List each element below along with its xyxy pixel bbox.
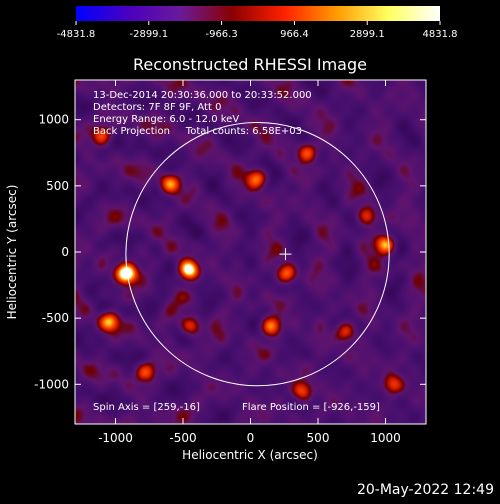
- x-axis-label: Heliocentric X (arcsec): [182, 448, 318, 462]
- y-axis-label: Heliocentric Y (arcsec): [5, 185, 19, 320]
- x-tick-label: 1000: [370, 431, 401, 445]
- colorbar: [76, 6, 440, 21]
- colorbar-ticks: -4831.8 -2899.1 -966.3 966.4 2899.1 4831.8: [57, 21, 458, 40]
- spin-axis-marker: [279, 248, 292, 261]
- x-axis-ticks: -1000 -500 0 500 1000: [98, 80, 401, 445]
- info-line-time: 13-Dec-2014 20:30:36.000 to 20:33:52.000: [93, 90, 312, 101]
- x-tick-label: 0: [247, 431, 255, 445]
- info-line-energy: Energy Range: 6.0 - 12.0 keV: [93, 114, 239, 125]
- colorbar-tick-label: 2899.1: [350, 29, 385, 40]
- colorbar-tick-label: -4831.8: [57, 29, 96, 40]
- chart-title: Reconstructed RHESSI Image: [133, 55, 367, 74]
- timestamp: 20-May-2022 12:49: [357, 482, 494, 498]
- solar-disk-limb: [125, 121, 390, 387]
- y-tick-label: -500: [42, 311, 69, 325]
- colorbar-tick-label: -2899.1: [129, 29, 168, 40]
- heatmap-image: [75, 80, 426, 424]
- y-axis-ticks: -1000 -500 0 500 1000: [34, 113, 426, 391]
- x-tick-label: -500: [169, 431, 196, 445]
- colorbar-tick-label: 4831.8: [423, 29, 458, 40]
- colorbar-tick-label: 966.4: [280, 29, 309, 40]
- x-tick-label: -1000: [98, 431, 133, 445]
- plot-area: [75, 80, 426, 424]
- info-line-detectors: Detectors: 7F 8F 9F, Att 0: [93, 102, 221, 113]
- y-tick-label: 1000: [38, 113, 69, 127]
- y-tick-label: 0: [61, 245, 69, 259]
- flare-position-label: Flare Position = [-926,-159]: [242, 402, 380, 413]
- y-tick-label: -1000: [34, 377, 69, 391]
- info-line-counts: Back Projection Total counts: 6.58E+03: [93, 126, 302, 137]
- spin-axis-label: Spin Axis = [259,-16]: [93, 402, 200, 413]
- colorbar-tick-label: -966.3: [205, 29, 237, 40]
- y-tick-label: 500: [46, 179, 69, 193]
- x-tick-label: 500: [307, 431, 330, 445]
